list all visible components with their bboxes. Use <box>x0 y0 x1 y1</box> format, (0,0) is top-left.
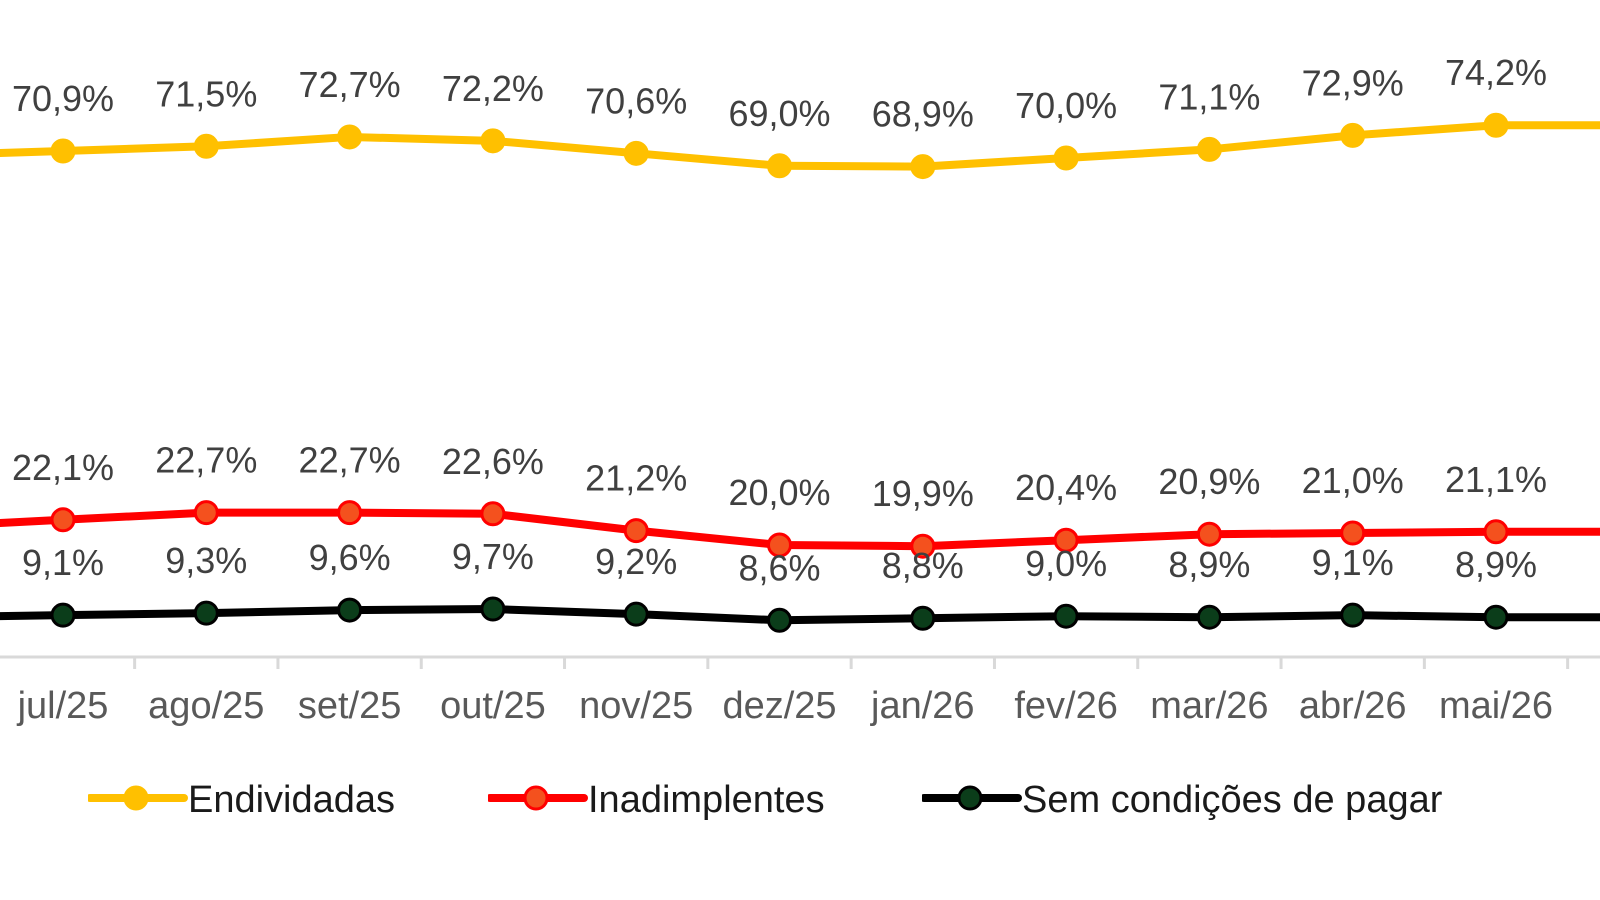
data-label: 21,0% <box>1302 460 1404 501</box>
data-label: 22,7% <box>155 440 257 481</box>
x-tick-label: mai/26 <box>1439 685 1553 727</box>
x-tick-label: ago/25 <box>148 685 264 727</box>
data-label: 71,5% <box>155 73 257 114</box>
data-label: 22,1% <box>12 447 114 488</box>
data-point <box>480 596 506 622</box>
data-point <box>767 532 792 558</box>
x-tick-label: fev/26 <box>1014 685 1118 727</box>
x-tick-label: out/25 <box>440 685 546 727</box>
data-point <box>1340 122 1366 148</box>
data-point <box>193 600 219 626</box>
data-point <box>1053 527 1079 553</box>
data-point <box>1340 520 1366 546</box>
data-label: 8,6% <box>738 547 820 588</box>
data-label: 9,6% <box>309 537 391 578</box>
data-labels: 70,9% 71,5% 72,7% 72,2% 70,6% 69,0% 68,9% 70,0%… <box>12 52 1547 588</box>
data-point <box>337 500 363 526</box>
data-point <box>1196 521 1222 547</box>
data-label: 70,9% <box>12 78 114 119</box>
data-label: 9,7% <box>452 536 534 577</box>
x-axis <box>0 655 1600 669</box>
data-point <box>337 597 363 623</box>
x-tick-label: nov/25 <box>579 685 693 727</box>
data-label: 71,1% <box>1158 76 1260 117</box>
data-point <box>910 605 936 631</box>
data-point <box>1483 519 1509 545</box>
data-point <box>1053 145 1079 171</box>
legend-item-inadimplentes: Inadimplentes <box>488 770 825 830</box>
data-point <box>623 518 649 544</box>
data-label: 22,7% <box>299 440 401 481</box>
data-label: 20,9% <box>1158 461 1260 502</box>
data-point <box>1196 136 1222 162</box>
x-tick-label: abr/26 <box>1299 685 1407 727</box>
data-point <box>1053 603 1079 629</box>
legend-label-inadimplentes: Inadimplentes <box>588 779 825 821</box>
legend-item-sem-condicoes: Sem condições de pagar <box>922 770 1442 830</box>
data-label: 72,2% <box>442 68 544 109</box>
data-point <box>50 138 76 164</box>
data-label: 69,0% <box>728 93 830 134</box>
series-layer <box>0 112 1600 633</box>
data-label: 72,9% <box>1302 62 1404 103</box>
data-point <box>480 128 506 154</box>
x-tick-labels: jul/25 ago/25 set/25 out/25 nov/25 dez/25 jan/… <box>17 685 1553 727</box>
legend-label-endividadas: Endividadas <box>188 779 396 821</box>
x-tick-label: dez/25 <box>722 685 836 727</box>
data-point <box>1483 112 1509 138</box>
data-point <box>1340 602 1366 628</box>
data-label: 9,0% <box>1025 543 1107 584</box>
data-point <box>623 140 649 166</box>
x-tick-label: jul/25 <box>17 685 109 727</box>
data-label: 20,0% <box>728 472 830 513</box>
data-label: 9,1% <box>22 542 104 583</box>
data-label: 8,9% <box>1168 544 1250 585</box>
legend-label-sem-condicoes: Sem condições de pagar <box>1022 779 1443 821</box>
data-point <box>767 607 792 633</box>
x-tick-label: mar/26 <box>1150 685 1268 727</box>
data-label: 70,0% <box>1015 85 1117 126</box>
data-label: 19,9% <box>872 473 974 514</box>
data-point <box>50 602 76 628</box>
data-point <box>910 533 936 559</box>
x-tick-label: set/25 <box>298 685 402 727</box>
x-tick-label: jan/26 <box>870 685 975 727</box>
legend-marker-inadimplentes <box>488 785 588 811</box>
data-point <box>623 601 649 627</box>
data-point <box>480 501 506 527</box>
data-label: 8,8% <box>882 545 964 586</box>
data-point <box>767 153 792 179</box>
legend: Endividadas Inadimplentes Sem condições … <box>0 770 1600 830</box>
data-label: 9,2% <box>595 541 677 582</box>
data-label: 8,9% <box>1455 544 1537 585</box>
data-point <box>1196 604 1222 630</box>
data-label: 21,2% <box>585 458 687 499</box>
data-point <box>1483 604 1509 630</box>
data-label: 68,9% <box>872 94 974 135</box>
legend-marker-sem-condicoes <box>922 785 1022 811</box>
data-label: 70,6% <box>585 80 687 121</box>
data-label: 21,1% <box>1445 459 1547 500</box>
data-point <box>193 500 219 526</box>
data-point <box>50 507 76 533</box>
legend-item-endividadas: Endividadas <box>88 770 395 830</box>
data-point <box>193 133 219 159</box>
data-point <box>337 124 363 150</box>
line-chart: 70,9% 71,5% 72,7% 72,2% 70,6% 69,0% 68,9% 70,0%… <box>0 52 1600 727</box>
data-label: 9,3% <box>165 540 247 581</box>
data-point <box>910 154 936 180</box>
legend-marker-endividadas <box>88 785 188 811</box>
data-label: 20,4% <box>1015 467 1117 508</box>
data-label: 9,1% <box>1312 542 1394 583</box>
data-label: 72,7% <box>299 64 401 105</box>
data-label: 22,6% <box>442 441 544 482</box>
data-label: 74,2% <box>1445 52 1547 93</box>
